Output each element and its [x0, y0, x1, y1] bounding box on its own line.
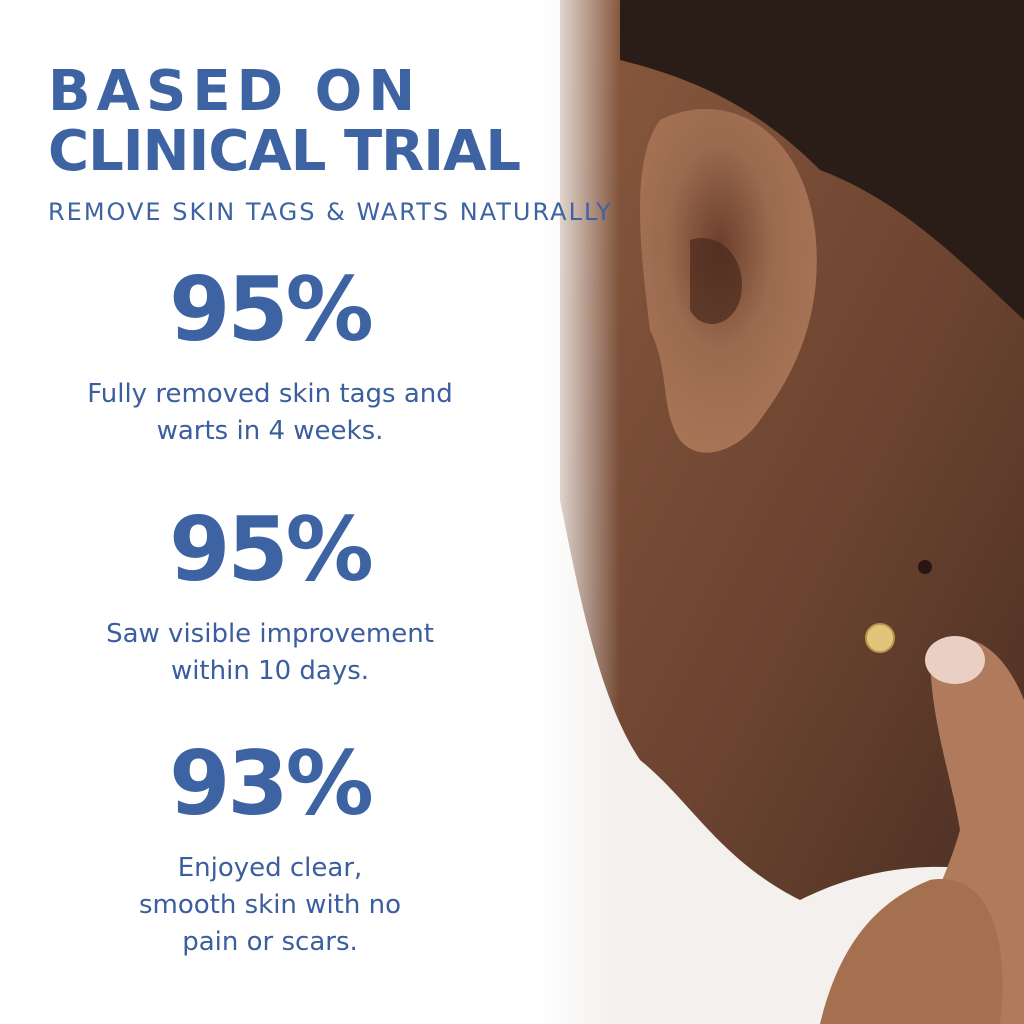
- stat-text: Enjoyed clear,: [177, 853, 363, 883]
- thumb: [820, 879, 1003, 1024]
- stat-value: 95%: [169, 498, 374, 601]
- stat-text: smooth skin with no: [138, 890, 401, 920]
- hair: [620, 0, 1024, 320]
- stat-text: within 10 days.: [170, 656, 370, 686]
- stat-text: warts in 4 weeks.: [156, 416, 384, 446]
- ear-canal: [690, 238, 742, 324]
- subtitle: REMOVE SKIN TAGS & WARTS NATURALLY: [48, 198, 613, 226]
- stat-block: 93% Enjoyed clear, smooth skin with no pain…: [0, 736, 540, 961]
- stat-text: Saw visible improvement: [106, 619, 434, 649]
- stat-text: Fully removed skin tags and: [87, 379, 453, 409]
- title: BASED ON: [48, 59, 422, 124]
- stat-block: 95% Fully removed skin tags and warts in 4…: [0, 262, 540, 450]
- stat-text: pain or scars.: [182, 927, 358, 957]
- fingernail: [925, 636, 985, 684]
- stat-value: 95%: [169, 258, 374, 361]
- patch: [865, 623, 895, 653]
- skin-tag: [918, 560, 932, 574]
- fade: [540, 0, 620, 1024]
- title: CLINICAL TRIAL: [48, 119, 521, 184]
- stat-block: 95% Saw visible improvement within 10 days…: [0, 502, 540, 690]
- stat-value: 93%: [169, 732, 374, 835]
